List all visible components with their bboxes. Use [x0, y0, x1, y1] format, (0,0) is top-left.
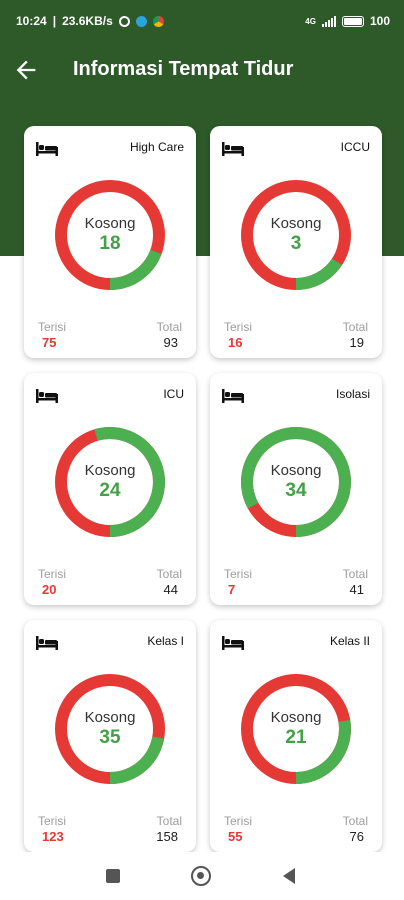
total-label: Total [342, 814, 368, 828]
available-label: Kosong [84, 462, 136, 479]
bed-card[interactable]: High Care Kosong 18 Terisi 75 Total 93 [24, 126, 196, 358]
donut-center: Kosong 18 [53, 178, 167, 292]
total-count: 93 [163, 335, 178, 350]
card-title: ICCU [340, 140, 370, 154]
occupied-count: 55 [228, 829, 243, 844]
network-type: 4G [305, 16, 316, 26]
donut-center: Kosong 35 [53, 672, 167, 786]
card-title: Kelas II [329, 634, 370, 648]
battery-level: 100 [369, 14, 390, 28]
bed-icon [222, 389, 244, 403]
occupancy-donut [55, 427, 165, 537]
card-title: ICU [163, 387, 184, 401]
occupancy-donut [55, 674, 165, 784]
bed-card[interactable]: Kelas I Kosong 35 Terisi 123 Total 158 [24, 620, 196, 852]
available-label: Kosong [270, 215, 322, 232]
home-button[interactable] [191, 866, 211, 886]
occupied-count: 7 [228, 582, 236, 597]
total-count: 44 [163, 582, 178, 597]
bed-icon [36, 389, 58, 403]
total-count: 19 [349, 335, 364, 350]
bed-card[interactable]: ICCU Kosong 3 Terisi 16 Total 19 [210, 126, 382, 358]
card-title: Kelas I [147, 634, 184, 648]
telegram-icon [135, 15, 147, 27]
bed-card[interactable]: ICU Kosong 24 Terisi 20 Total 44 [24, 373, 196, 605]
app-bar: Informasi Tempat Tidur [0, 42, 404, 98]
system-nav-bar [0, 852, 404, 900]
card-title: Isolasi [335, 387, 370, 401]
occupied-count: 123 [42, 829, 64, 844]
arrow-left-icon [16, 60, 36, 80]
status-bar: 10:24 | 23.6KB/s 4G 100 [0, 0, 404, 42]
occupancy-donut [241, 180, 351, 290]
available-count: 24 [99, 480, 121, 501]
bed-icon [222, 636, 244, 650]
available-count: 3 [290, 233, 302, 254]
occupancy-donut [241, 674, 351, 784]
occupied-count: 75 [42, 335, 57, 350]
donut-center: Kosong 24 [53, 425, 167, 539]
occupied-count: 16 [228, 335, 243, 350]
available-label: Kosong [84, 215, 136, 232]
available-arc [55, 427, 165, 537]
signal-icon [321, 15, 336, 27]
available-label: Kosong [270, 709, 322, 726]
available-arc [241, 427, 351, 537]
donut-center: Kosong 21 [239, 672, 353, 786]
available-count: 21 [285, 727, 307, 748]
total-label: Total [156, 567, 182, 581]
available-count: 34 [285, 480, 307, 501]
back-button[interactable] [12, 56, 40, 84]
total-label: Total [342, 320, 368, 334]
network-speed: 23.6KB/s [62, 14, 113, 28]
occupancy-donut [241, 427, 351, 537]
occupied-label: Terisi [38, 567, 67, 581]
status-divider: | [52, 14, 57, 28]
bed-icon [36, 636, 58, 650]
battery-icon [341, 15, 364, 27]
occupied-label: Terisi [224, 814, 253, 828]
occupancy-donut [55, 180, 165, 290]
available-label: Kosong [84, 709, 136, 726]
bed-icon [36, 142, 58, 156]
donut-center: Kosong 3 [239, 178, 353, 292]
page-title: Informasi Tempat Tidur [73, 58, 294, 80]
occupied-label: Terisi [224, 320, 253, 334]
alarm-icon [118, 15, 130, 27]
bed-card[interactable]: Isolasi Kosong 34 Terisi 7 Total 41 [210, 373, 382, 605]
available-arc [241, 180, 351, 290]
available-label: Kosong [270, 462, 322, 479]
recents-button[interactable] [106, 869, 120, 883]
card-title: High Care [129, 140, 184, 154]
status-time: 10:24 [16, 14, 47, 28]
available-count: 18 [99, 233, 121, 254]
total-label: Total [342, 567, 368, 581]
available-arc [55, 180, 165, 290]
occupied-label: Terisi [38, 320, 67, 334]
total-count: 76 [349, 829, 364, 844]
bed-card[interactable]: Kelas II Kosong 21 Terisi 55 Total 76 [210, 620, 382, 852]
total-label: Total [156, 814, 182, 828]
available-arc [241, 674, 351, 784]
donut-center: Kosong 34 [239, 425, 353, 539]
occupied-count: 20 [42, 582, 57, 597]
chrome-icon [152, 15, 164, 27]
total-label: Total [156, 320, 182, 334]
occupied-label: Terisi [38, 814, 67, 828]
total-count: 41 [349, 582, 364, 597]
occupied-label: Terisi [224, 567, 253, 581]
available-arc [55, 674, 165, 784]
system-back-button[interactable] [283, 868, 295, 884]
available-count: 35 [99, 727, 121, 748]
bed-icon [222, 142, 244, 156]
total-count: 158 [156, 829, 178, 844]
